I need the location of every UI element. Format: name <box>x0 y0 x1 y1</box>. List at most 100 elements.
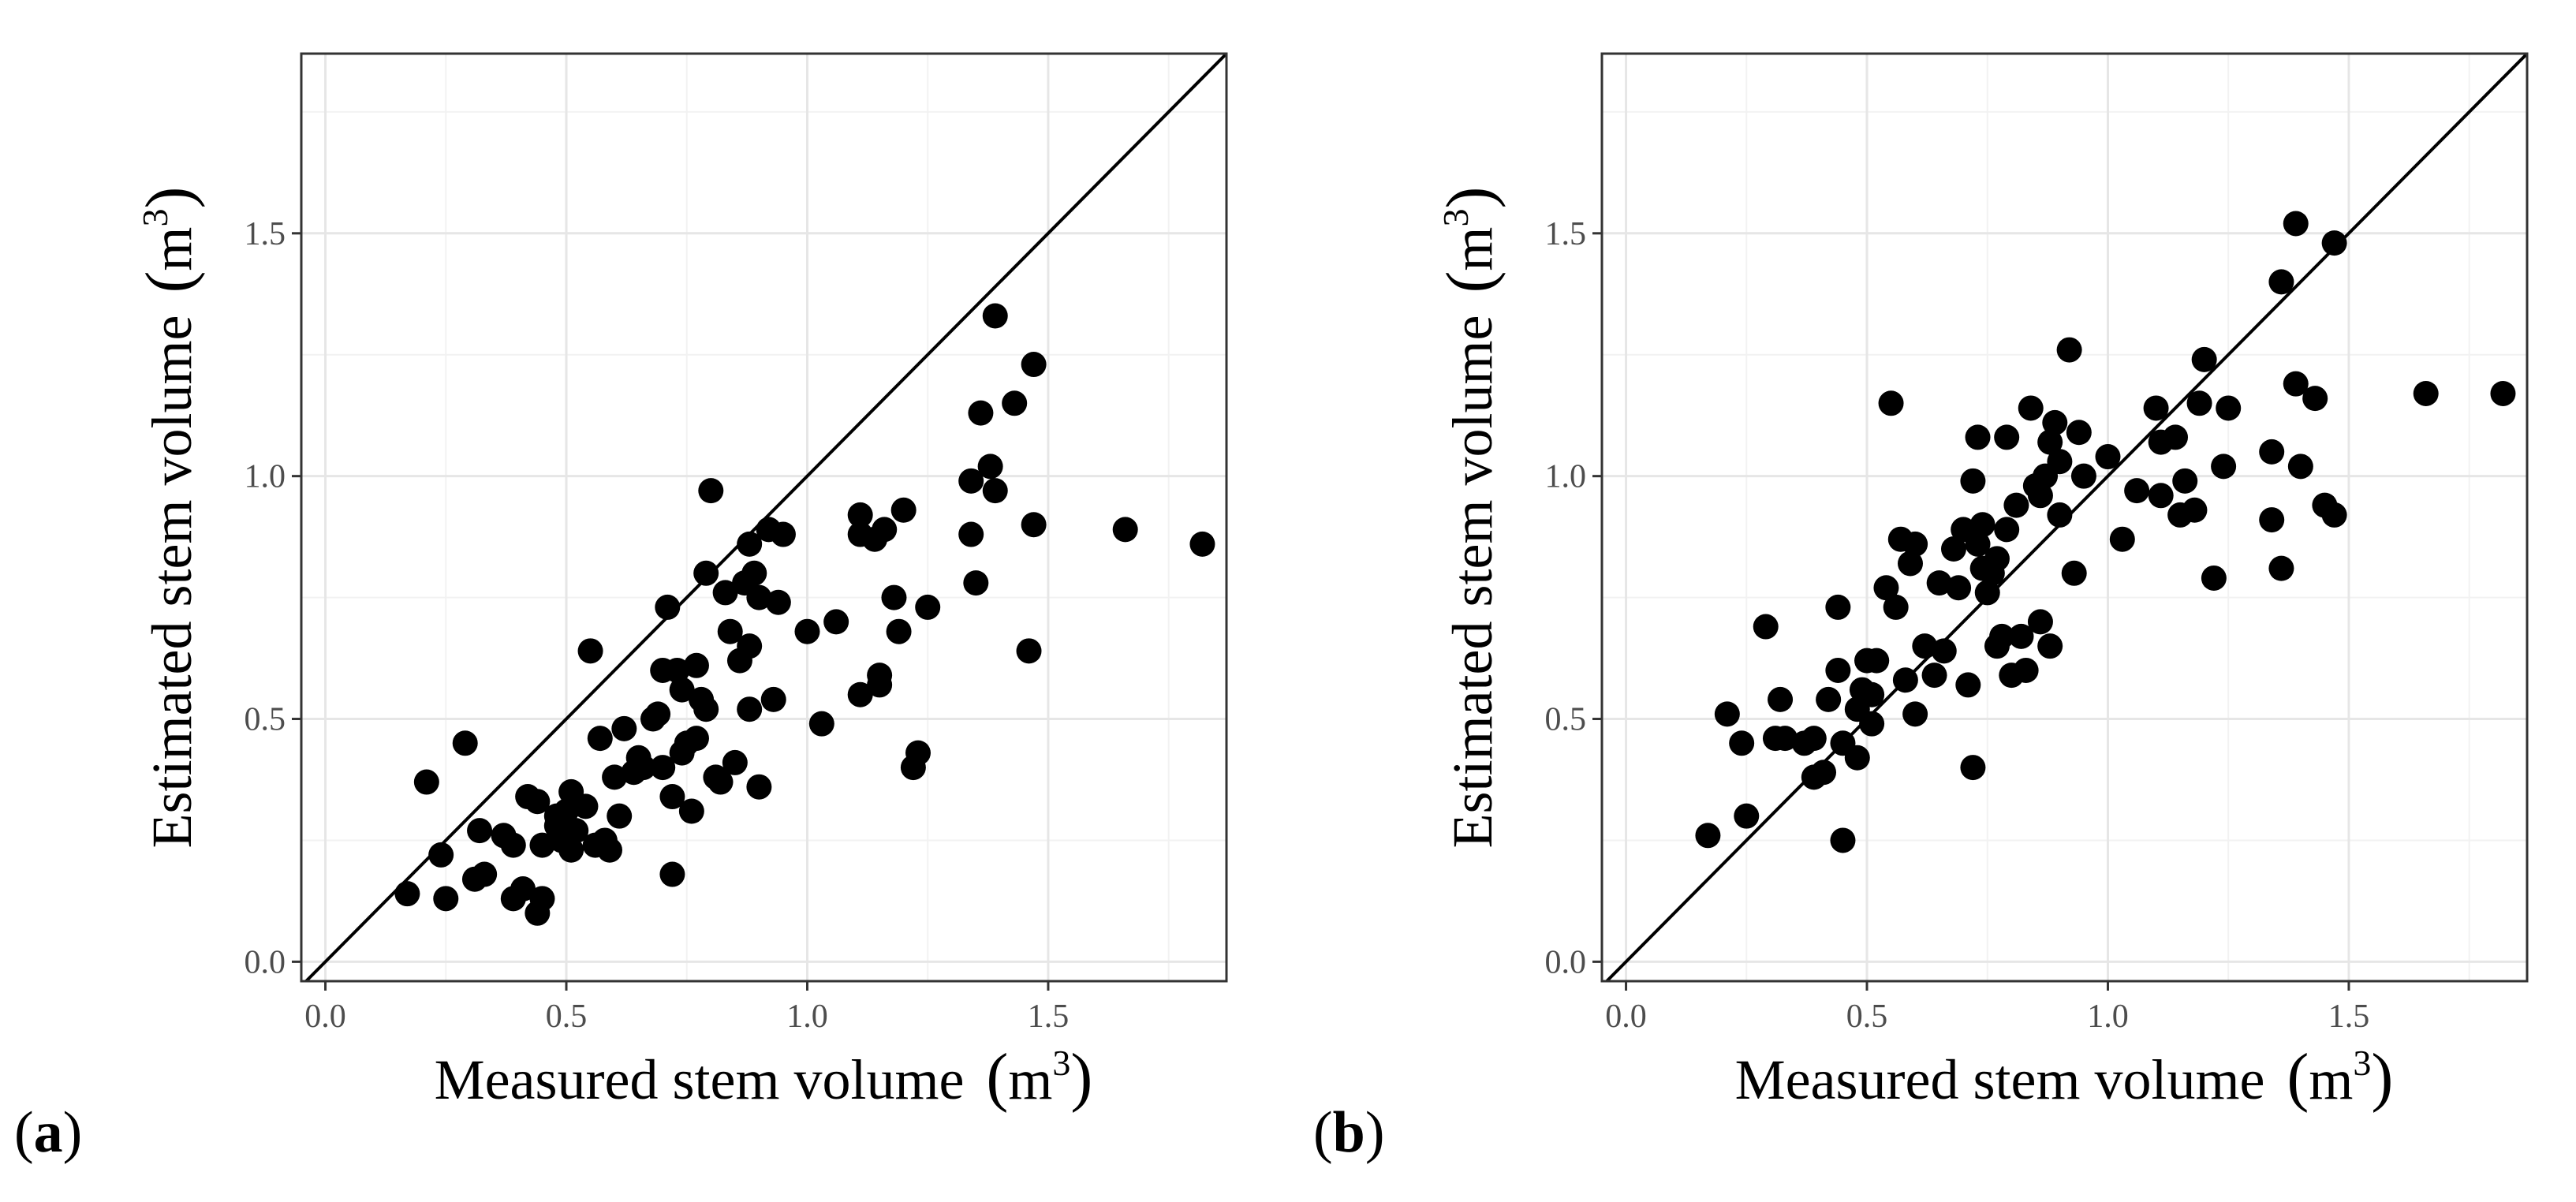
data-point <box>573 793 599 819</box>
data-point <box>563 818 589 844</box>
data-point <box>2109 526 2135 552</box>
y-axis-ticks: 0.0 0.5 1.0 1.5 <box>1545 216 1602 980</box>
panel-a: 0.0 0.5 1.0 1.5 0.0 0.5 1.0 1.5 Measured stem … <box>133 52 1228 1114</box>
data-point <box>737 531 763 557</box>
data-point <box>746 774 772 800</box>
data-point <box>433 886 459 912</box>
data-point <box>1811 760 1837 786</box>
data-point <box>881 584 907 610</box>
data-point <box>760 686 786 712</box>
data-point <box>977 454 1003 480</box>
data-point <box>597 837 622 863</box>
data-point <box>707 769 734 795</box>
data-point <box>2018 395 2044 421</box>
y-tick-label: 0.5 <box>245 702 286 738</box>
data-point <box>847 502 873 528</box>
x-tick-label: 1.5 <box>2328 999 2370 1035</box>
data-point <box>1189 531 1215 557</box>
data-point <box>886 618 912 644</box>
y-tick-label: 1.5 <box>245 216 286 252</box>
data-point <box>2047 449 2073 475</box>
data-point <box>683 652 709 678</box>
data-point <box>2066 420 2092 446</box>
data-point <box>2095 444 2121 470</box>
data-point <box>1989 623 2015 649</box>
data-point <box>2037 633 2063 659</box>
data-points <box>1695 211 2516 853</box>
data-point <box>737 633 763 659</box>
data-point <box>1844 745 1870 771</box>
data-point <box>2216 395 2242 421</box>
data-point <box>2490 380 2516 406</box>
data-point <box>607 803 633 829</box>
data-point <box>1016 638 1042 664</box>
data-point <box>1926 570 1952 596</box>
data-point <box>525 789 551 815</box>
data-point <box>1883 594 1909 620</box>
data-point <box>1112 517 1138 543</box>
data-point <box>1734 803 1760 829</box>
data-point <box>529 832 555 858</box>
x-tick-label: 1.5 <box>1028 999 1070 1035</box>
data-point <box>683 726 709 752</box>
data-point <box>2259 507 2285 533</box>
data-point <box>1960 468 1986 494</box>
data-point <box>905 740 931 766</box>
data-point <box>958 468 984 494</box>
data-point <box>2172 468 2198 494</box>
data-point <box>669 677 695 703</box>
y-tick-label: 0.0 <box>245 944 286 980</box>
data-point <box>467 818 493 844</box>
data-point <box>2201 565 2227 591</box>
data-point <box>2056 337 2082 363</box>
data-point <box>2037 429 2063 455</box>
data-point <box>2186 390 2212 416</box>
data-point <box>737 696 763 722</box>
data-point <box>1965 531 1991 557</box>
data-point <box>982 478 1008 504</box>
data-point <box>1873 575 1899 601</box>
data-point <box>452 730 478 756</box>
data-point <box>394 881 420 907</box>
data-point <box>678 798 704 824</box>
data-point <box>746 584 772 610</box>
data-point <box>2287 454 2313 480</box>
data-point <box>2143 395 2169 421</box>
data-point <box>2008 623 2034 649</box>
y-axis-title: Estimated stem volume(m3) <box>1433 187 1506 849</box>
data-point <box>2321 502 2347 528</box>
data-point <box>1994 424 2020 450</box>
data-point <box>602 764 628 790</box>
data-point <box>587 726 613 752</box>
data-point <box>1021 512 1047 538</box>
data-point <box>2124 478 2150 504</box>
x-tick-label: 0.0 <box>1605 999 1647 1035</box>
data-point <box>1714 701 1740 727</box>
data-point <box>1994 517 2020 543</box>
data-point <box>1825 657 1851 683</box>
data-point <box>1753 614 1779 640</box>
data-point <box>1931 638 1957 664</box>
data-point <box>890 497 917 523</box>
data-point <box>722 749 748 775</box>
data-point <box>645 701 671 727</box>
data-point <box>2070 463 2096 489</box>
data-point <box>2268 269 2294 295</box>
data-point <box>2148 483 2174 509</box>
data-point <box>2191 346 2217 372</box>
data-point <box>2061 560 2087 586</box>
data-point <box>500 832 526 858</box>
y-tick-label: 1.5 <box>1545 216 1587 252</box>
data-point <box>577 638 603 664</box>
data-point <box>2283 211 2309 237</box>
data-point <box>823 609 849 635</box>
x-axis-title: Measured stem volume (m3) <box>1735 1040 2394 1114</box>
data-point <box>1830 827 1856 853</box>
data-point <box>1974 580 2000 606</box>
data-point <box>630 755 656 781</box>
data-point <box>659 861 685 887</box>
data-point <box>1965 424 1991 450</box>
data-point <box>2047 502 2073 528</box>
data-point <box>968 400 994 426</box>
data-point <box>2259 439 2285 465</box>
